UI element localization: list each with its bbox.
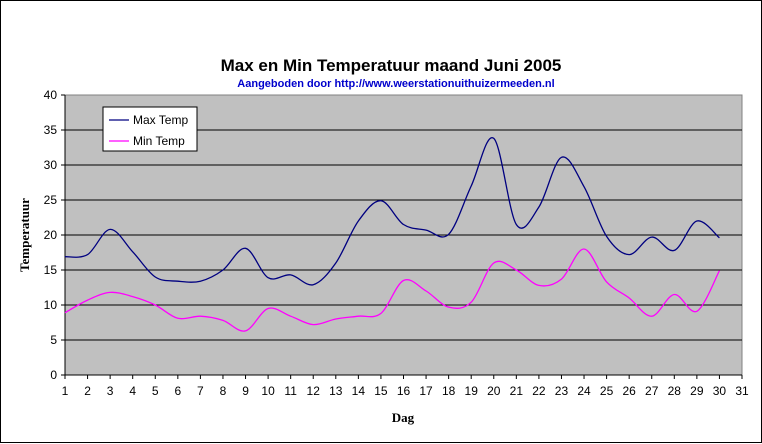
x-tick-label: 30: [713, 384, 727, 398]
x-tick-label: 21: [510, 384, 524, 398]
x-tick-label: 23: [555, 384, 569, 398]
y-tick-label: 25: [44, 193, 58, 207]
x-tick-label: 26: [622, 384, 636, 398]
x-tick-label: 29: [690, 384, 704, 398]
y-tick-label: 20: [44, 228, 58, 242]
x-tick-label: 15: [374, 384, 388, 398]
legend-label-min-temp: Min Temp: [133, 134, 185, 148]
y-tick-label: 30: [44, 158, 58, 172]
x-tick-label: 4: [129, 384, 136, 398]
x-tick-label: 16: [397, 384, 411, 398]
x-tick-label: 19: [465, 384, 479, 398]
chart-subtitle: Aangeboden door http://www.weerstationui…: [237, 78, 554, 90]
chart-title: Max en Min Temperatuur maand Juni 2005: [221, 56, 562, 75]
x-tick-label: 27: [645, 384, 659, 398]
x-tick-label: 2: [84, 384, 91, 398]
x-tick-label: 5: [152, 384, 159, 398]
y-tick-label: 0: [50, 368, 57, 382]
x-tick-label: 1: [62, 384, 69, 398]
x-axis-title: Dag: [392, 410, 415, 425]
x-tick-label: 3: [107, 384, 114, 398]
legend-label-max-temp: Max Temp: [133, 113, 188, 127]
x-tick-label: 18: [442, 384, 456, 398]
x-tick-label: 12: [307, 384, 321, 398]
x-tick-label: 25: [600, 384, 614, 398]
y-tick-label: 15: [44, 263, 58, 277]
y-tick-label: 35: [44, 123, 58, 137]
x-tick-label: 22: [532, 384, 546, 398]
y-tick-label: 10: [44, 298, 58, 312]
x-tick-label: 31: [735, 384, 749, 398]
x-tick-label: 17: [419, 384, 433, 398]
y-tick-label: 40: [44, 88, 58, 102]
y-axis-title: Temperatuur: [17, 198, 32, 272]
x-tick-label: 20: [487, 384, 501, 398]
x-tick-label: 10: [261, 384, 275, 398]
x-tick-label: 7: [197, 384, 204, 398]
x-tick-label: 8: [220, 384, 227, 398]
x-tick-label: 13: [329, 384, 343, 398]
x-tick-label: 14: [352, 384, 366, 398]
x-tick-label: 28: [668, 384, 682, 398]
legend: Max Temp Min Temp: [103, 107, 197, 151]
x-tick-label: 6: [174, 384, 181, 398]
y-tick-labels: 0 5 10 15 20 25 30 35 40: [44, 88, 58, 382]
x-tick-label: 9: [242, 384, 249, 398]
y-tick-label: 5: [50, 333, 57, 347]
x-tick-label: 24: [577, 384, 591, 398]
x-tick-label: 11: [284, 384, 297, 398]
